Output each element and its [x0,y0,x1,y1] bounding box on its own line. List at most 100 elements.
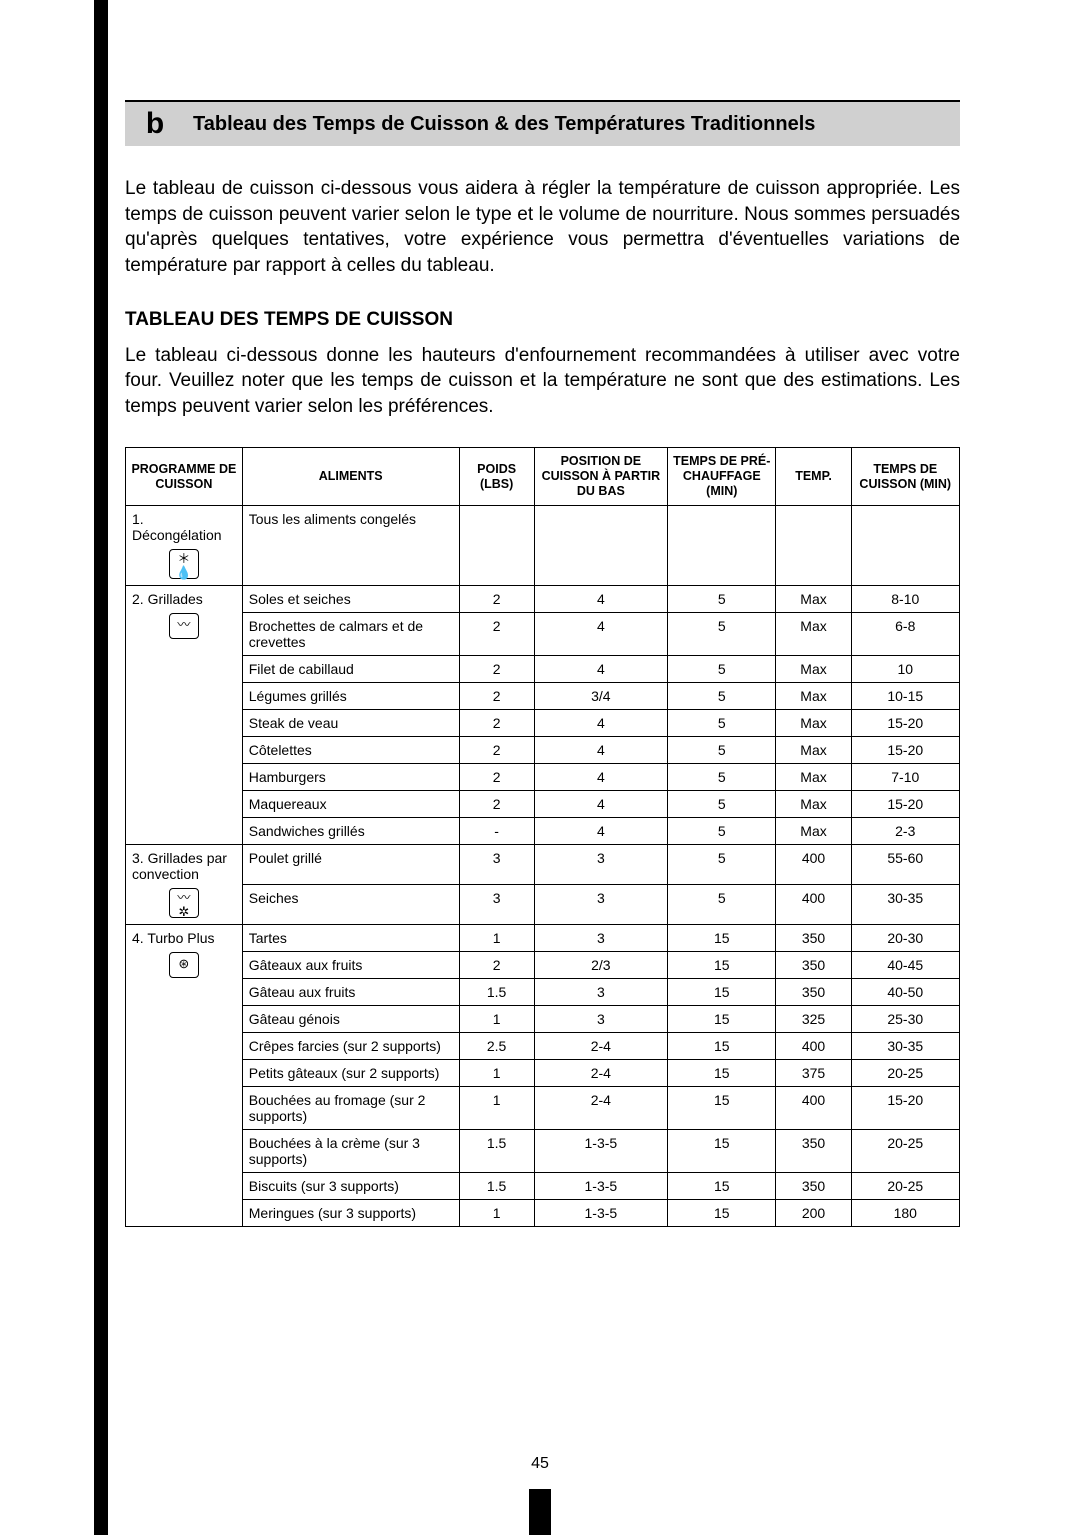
preheat-cell: 5 [668,683,776,710]
program-cell: 4. Turbo Plus⊛ [126,925,243,1227]
food-cell: Crêpes farcies (sur 2 supports) [242,1033,459,1060]
position-cell: 2/3 [534,952,667,979]
section-header-band: b Tableau des Temps de Cuisson & des Tem… [125,100,960,146]
preheat-cell: 5 [668,586,776,613]
cooktime-cell: 20-25 [851,1173,959,1200]
weight-cell: 1 [459,1006,534,1033]
weight-cell: 1.5 [459,979,534,1006]
food-cell: Soles et seiches [242,586,459,613]
food-cell: Gâteaux aux fruits [242,952,459,979]
position-cell: 2-4 [534,1060,667,1087]
weight-cell: 2 [459,656,534,683]
table-row: Gâteau aux fruits1.531535040-50 [126,979,960,1006]
weight-cell: 3 [459,845,534,885]
table-row: Meringues (sur 3 supports)11-3-515200180 [126,1200,960,1227]
food-cell: Bouchées à la crème (sur 3 supports) [242,1130,459,1173]
temp-cell: 350 [776,1173,851,1200]
weight-cell [459,506,534,586]
food-cell: Gâteau aux fruits [242,979,459,1006]
cooktime-cell: 40-45 [851,952,959,979]
food-cell: Biscuits (sur 3 supports) [242,1173,459,1200]
table-intro-paragraph: Le tableau ci-dessous donne les hauteurs… [125,343,960,420]
cooktime-cell: 15-20 [851,737,959,764]
weight-cell: - [459,818,534,845]
position-cell: 3/4 [534,683,667,710]
position-cell: 4 [534,791,667,818]
preheat-cell: 5 [668,845,776,885]
col-temp: TEMP. [776,448,851,506]
table-row: 4. Turbo Plus⊛Tartes131535020-30 [126,925,960,952]
intro-paragraph: Le tableau de cuisson ci-dessous vous ai… [125,176,960,279]
temp-cell: Max [776,818,851,845]
position-cell [534,506,667,586]
food-cell: Petits gâteaux (sur 2 supports) [242,1060,459,1087]
temp-cell: 350 [776,952,851,979]
temp-cell: 325 [776,1006,851,1033]
table-row: Petits gâteaux (sur 2 supports)12-415375… [126,1060,960,1087]
cooktime-cell: 10-15 [851,683,959,710]
position-cell: 1-3-5 [534,1200,667,1227]
food-cell: Poulet grillé [242,845,459,885]
weight-cell: 1 [459,1200,534,1227]
position-cell: 4 [534,656,667,683]
weight-cell: 1.5 [459,1173,534,1200]
program-label: 2. Grillades [132,591,236,607]
temp-cell: 350 [776,1130,851,1173]
program-label: 3. Grillades par convection [132,850,236,882]
preheat-cell: 15 [668,979,776,1006]
preheat-cell: 5 [668,613,776,656]
temp-cell: Max [776,586,851,613]
food-cell: Bouchées au fromage (sur 2 supports) [242,1087,459,1130]
table-heading: TABLEAU DES TEMPS DE CUISSON [125,309,960,331]
weight-cell: 2 [459,683,534,710]
program-cell: 1. Décongélation ＊💧 [126,506,243,586]
weight-cell: 1 [459,1060,534,1087]
cooktime-cell: 8-10 [851,586,959,613]
defrost-icon: ＊💧 [169,549,199,579]
preheat-cell [668,506,776,586]
content-area: b Tableau des Temps de Cuisson & des Tem… [125,100,960,1227]
col-weight: POIDS (LBS) [459,448,534,506]
cooktime-cell: 2-3 [851,818,959,845]
position-cell: 4 [534,818,667,845]
table-row: Côtelettes245Max15-20 [126,737,960,764]
preheat-cell: 15 [668,1087,776,1130]
temp-cell: Max [776,710,851,737]
table-row: 2. Grillades〰Soles et seiches245Max8-10 [126,586,960,613]
page-number: 45 [0,1455,1080,1473]
position-cell: 4 [534,764,667,791]
table-row: 1. Décongélation＊💧Tous les aliments cong… [126,506,960,586]
food-cell: Hamburgers [242,764,459,791]
weight-cell: 2 [459,586,534,613]
weight-cell: 2 [459,791,534,818]
cooktime-cell: 20-25 [851,1060,959,1087]
position-cell: 3 [534,845,667,885]
table-row: Gâteau génois131532525-30 [126,1006,960,1033]
cooking-times-table: PROGRAMME DE CUISSON ALIMENTS POIDS (LBS… [125,447,960,1227]
table-row: Hamburgers245Max7-10 [126,764,960,791]
program-cell: 3. Grillades par convection〰✲ [126,845,243,925]
weight-cell: 2.5 [459,1033,534,1060]
temp-cell: Max [776,764,851,791]
preheat-cell: 15 [668,1200,776,1227]
weight-cell: 2 [459,764,534,791]
position-cell: 3 [534,925,667,952]
table-row: Sandwiches grillés-45Max2-3 [126,818,960,845]
margin-black-bar [94,0,108,1535]
preheat-cell: 5 [668,885,776,925]
table-header-row: PROGRAMME DE CUISSON ALIMENTS POIDS (LBS… [126,448,960,506]
section-title: Tableau des Temps de Cuisson & des Tempé… [185,113,815,136]
program-label: 1. Décongélation [132,511,236,543]
table-row: Steak de veau245Max15-20 [126,710,960,737]
position-cell: 3 [534,1006,667,1033]
col-position: POSITION DE CUISSON À PARTIR DU BAS [534,448,667,506]
preheat-cell: 5 [668,818,776,845]
weight-cell: 1 [459,1087,534,1130]
cooktime-cell: 55-60 [851,845,959,885]
food-cell: Seiches [242,885,459,925]
table-row: Crêpes farcies (sur 2 supports)2.52-4154… [126,1033,960,1060]
preheat-cell: 15 [668,952,776,979]
preheat-cell: 15 [668,1033,776,1060]
cooktime-cell: 15-20 [851,791,959,818]
weight-cell: 2 [459,613,534,656]
